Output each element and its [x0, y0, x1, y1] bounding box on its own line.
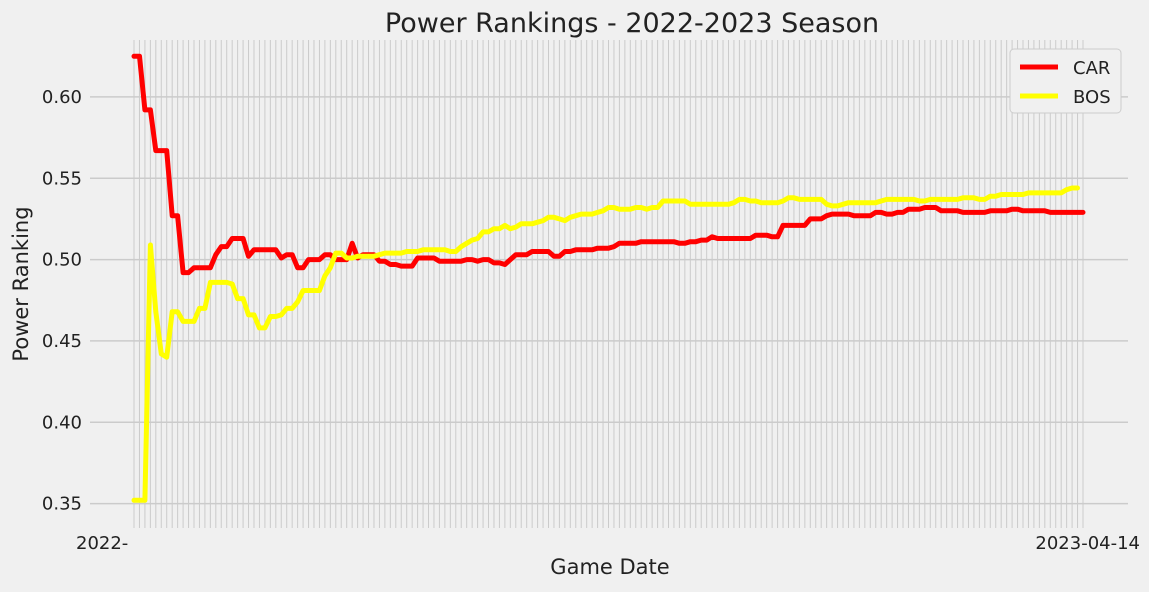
y-tick-label: 0.40 — [42, 412, 82, 433]
y-tick-labels: 0.35 0.40 0.45 0.50 0.55 0.60 — [42, 87, 82, 515]
x-gridlines — [133, 40, 1084, 528]
chart-title: Power Rankings - 2022-2023 Season — [385, 8, 879, 39]
series-lines — [131, 53, 1086, 503]
y-gridlines — [90, 96, 1128, 505]
x-tick-labels: 2022- 2023-04-14 — [76, 533, 1140, 554]
y-tick-label: 0.50 — [42, 250, 82, 271]
x-tick-label-first: 2022- — [76, 533, 128, 554]
series-line-bos — [131, 185, 1080, 503]
y-tick-label: 0.55 — [42, 168, 82, 189]
y-tick-label: 0.45 — [42, 331, 82, 352]
y-axis-label: Power Ranking — [9, 206, 33, 361]
y-tick-label: 0.60 — [42, 87, 82, 108]
legend-label-bos: BOS — [1073, 87, 1111, 108]
legend: CAR BOS — [1009, 48, 1122, 114]
legend-label-car: CAR — [1073, 58, 1110, 79]
x-tick-label-last: 2023-04-14 — [1035, 533, 1140, 554]
y-tick-label: 0.35 — [42, 494, 82, 515]
x-axis-label: Game Date — [550, 555, 669, 579]
series-line-car — [131, 53, 1086, 276]
